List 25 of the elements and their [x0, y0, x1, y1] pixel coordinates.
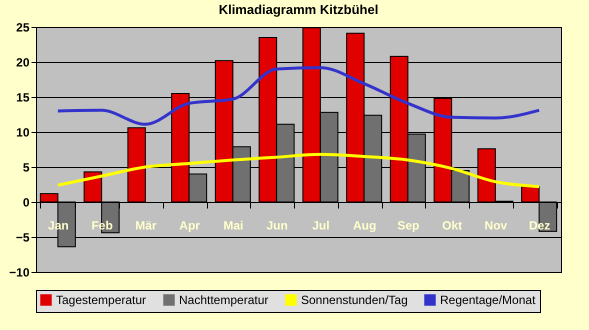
line-series	[56, 152, 541, 188]
y-tick-label: 10	[16, 126, 30, 140]
x-tick-label: Mär	[135, 218, 157, 232]
x-tick-label: Sep	[397, 218, 420, 232]
y-tick-label: 5	[22, 160, 30, 174]
legend-label: Nachttemperatur	[179, 293, 268, 307]
y-tick-label: −10	[9, 266, 30, 280]
x-tick-label: Jan	[48, 218, 69, 232]
y-tick-label: −5	[16, 230, 30, 244]
x-tick-label: Aug	[352, 218, 376, 232]
x-tick-label: Apr	[179, 218, 200, 232]
chart-title: Klimadiagramm Kitzbühel	[218, 2, 378, 17]
y-tick-label: 25	[16, 20, 30, 34]
x-tick-label: Nov	[484, 218, 508, 232]
line-series	[56, 66, 541, 126]
y-tick-label: 20	[16, 56, 30, 70]
x-tick-label: Okt	[442, 218, 462, 232]
x-tick-label: Jun	[266, 218, 288, 232]
y-tick-label: 15	[16, 90, 30, 104]
y-tick-label: 0	[22, 196, 30, 210]
x-tick-label: Jul	[312, 218, 330, 232]
legend-label: Tagestemperatur	[56, 293, 146, 307]
x-tick-label: Mai	[223, 218, 244, 232]
legend-label: Sonnenstunden/Tag	[301, 293, 408, 307]
legend-label: Regentage/Monat	[440, 293, 536, 307]
